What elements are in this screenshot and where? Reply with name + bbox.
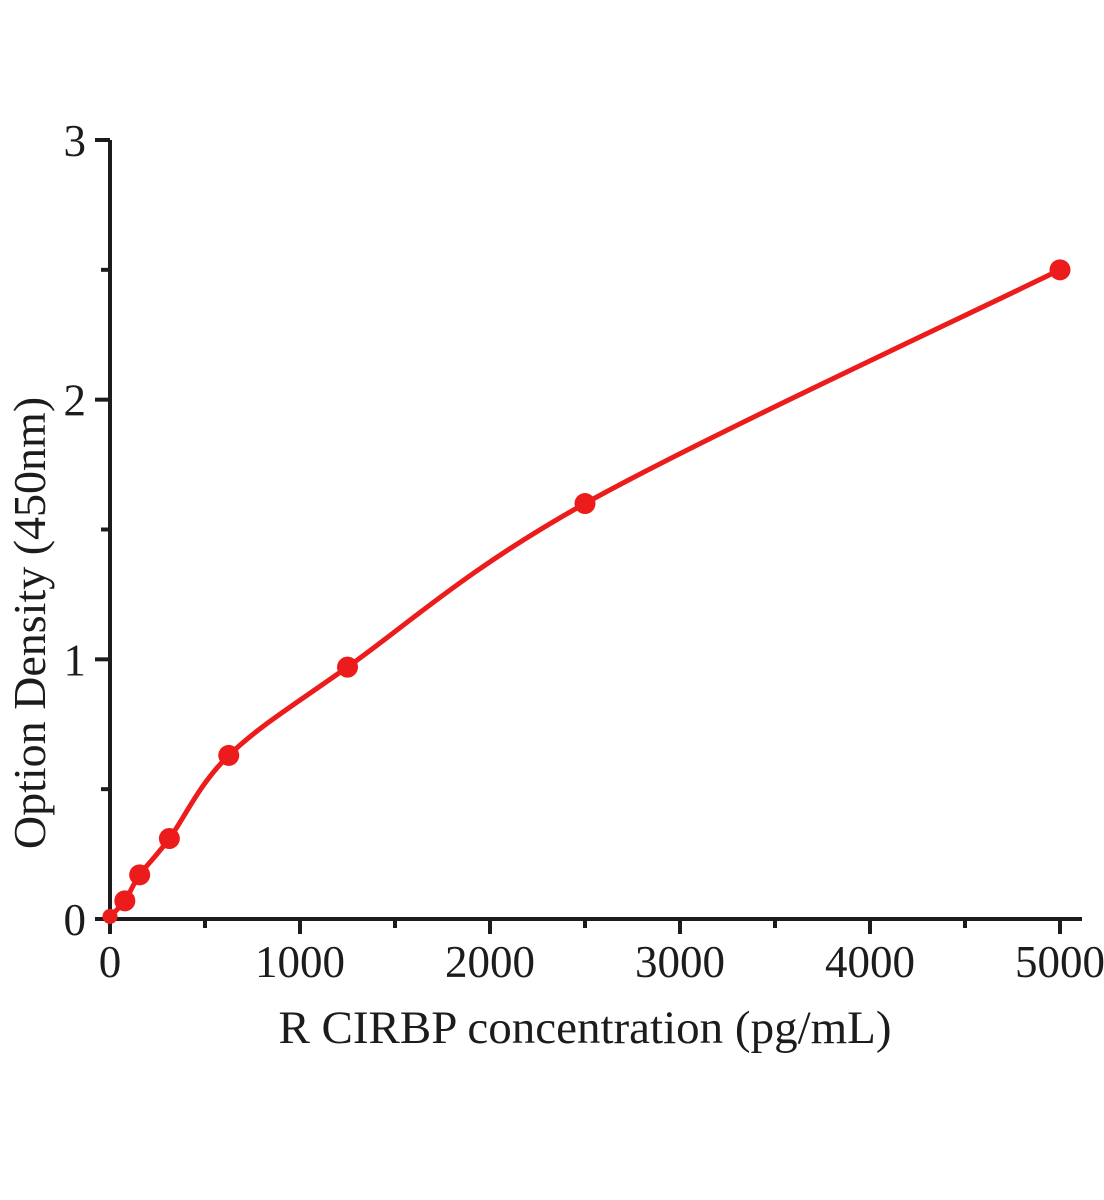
x-axis-title: R CIRBP concentration (pg/mL) (278, 1002, 892, 1054)
y-tick-label: 2 (64, 376, 87, 426)
data-point (158, 828, 180, 850)
y-axis-title: Option Density (450nm) (4, 396, 55, 850)
data-point (574, 493, 596, 515)
y-tick-label: 3 (64, 116, 87, 166)
data-point (102, 908, 118, 924)
y-tick-label: 0 (64, 895, 87, 945)
data-point (337, 656, 358, 678)
x-tick-label: 0 (99, 937, 122, 987)
data-point (114, 890, 136, 912)
data-point (218, 744, 240, 766)
y-tick-label: 1 (64, 635, 87, 685)
x-tick-label: 4000 (825, 937, 915, 987)
x-tick-label: 5000 (1015, 937, 1104, 987)
x-tick-label: 3000 (635, 937, 725, 987)
x-tick-label: 1000 (255, 937, 345, 987)
fit-curve-line (107, 267, 1063, 919)
data-point (129, 864, 151, 886)
x-tick-label: 2000 (445, 937, 535, 987)
data-point (1049, 259, 1071, 281)
